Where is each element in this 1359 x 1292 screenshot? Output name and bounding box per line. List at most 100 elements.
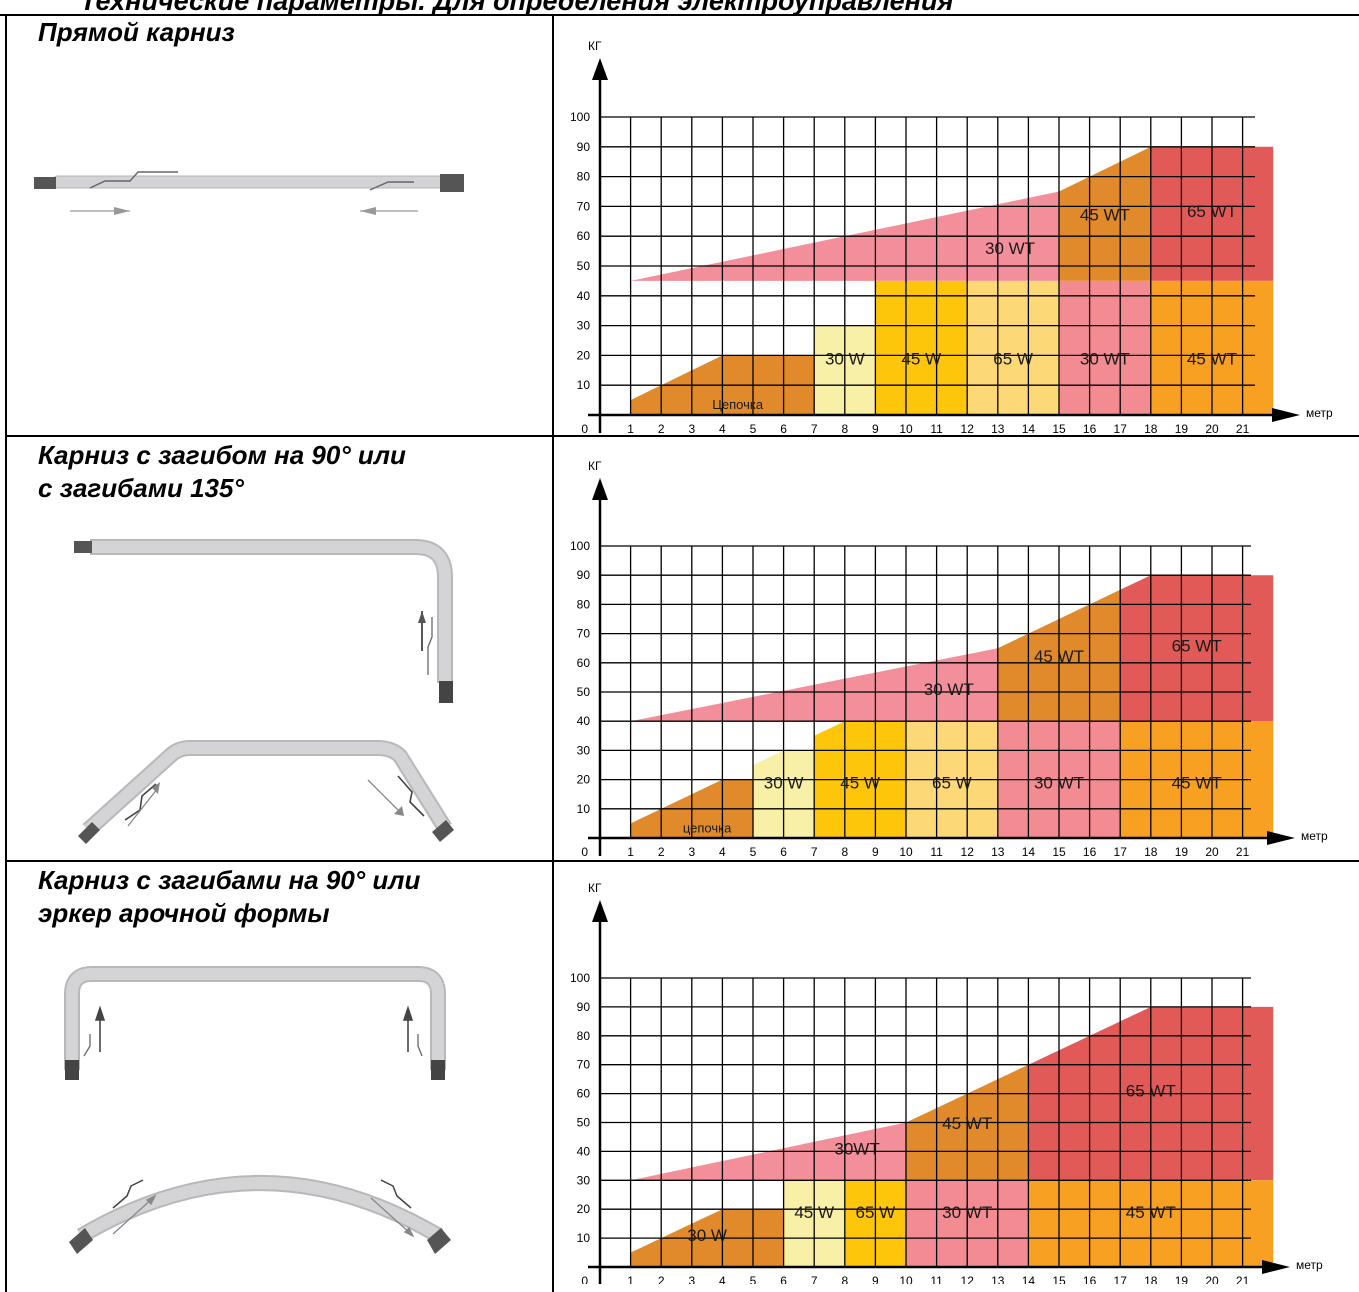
chart-x-tick-label: 9	[872, 1274, 879, 1284]
chart-bent-rod-90-135: 10 20 30 40 50 60 70 80 90 100 0 1 2 3 4 5 6 7 8 9 10 11 12 13 1…	[555, 440, 1359, 860]
chart-y-tick-label: 80	[577, 597, 591, 611]
chart-y-axis-arrow	[592, 900, 608, 922]
chart-zone-label: 30 WT	[942, 1203, 992, 1222]
row-heading-bent-90-bay: Карниз с загибами на 90° или эркер арочн…	[38, 865, 421, 928]
chart-y-tick-label: 30	[577, 1173, 591, 1187]
chart-x-tick-label: 16	[1083, 1274, 1097, 1284]
chart-zone-label: 65 W	[993, 349, 1033, 368]
chart-x-tick-label: 6	[780, 422, 787, 435]
chart-x-tick-label: 2	[658, 845, 665, 859]
chart-y-tick-label: 30	[577, 319, 591, 333]
chart-y-label: КГ	[588, 39, 602, 53]
chart-zone-label: 30 WT	[985, 239, 1035, 258]
chart-y-tick-label: 20	[577, 1202, 591, 1216]
chart-x-tick-label: 7	[811, 422, 818, 435]
chart-x-tick-label: 3	[688, 1274, 695, 1284]
chart-x-tick-label: 21	[1236, 422, 1250, 435]
table-row-divider-1	[5, 435, 1359, 437]
chart-x-tick-label: 20	[1205, 1274, 1219, 1284]
chart-y-tick-label: 100	[570, 539, 590, 553]
chart-x-axis-arrow	[1272, 408, 1300, 422]
chart-x-tick-label: 4	[719, 845, 726, 859]
chart-x-tick-label: 1	[627, 422, 634, 435]
chart-y-tick-label: 70	[577, 627, 591, 641]
chart-y-tick-label: 40	[577, 714, 591, 728]
chart-x-label: метр	[1296, 1258, 1323, 1272]
chart-y-tick-label: 30	[577, 743, 591, 757]
chart-y-tick-label: 20	[577, 348, 591, 362]
chart-y-tick-label: 90	[577, 140, 591, 154]
chart-x-tick-label: 10	[899, 845, 913, 859]
chart-x-tick-label: 17	[1114, 845, 1128, 859]
chart-x-tick-label: 1	[627, 1274, 634, 1284]
chart-x-tick-label: 13	[991, 422, 1005, 435]
chart-x-tick-label: 21	[1236, 845, 1250, 859]
chart-x-tick-label: 16	[1083, 422, 1097, 435]
chart-x-tick-label: 4	[719, 1274, 726, 1284]
chart-y-tick-label: 60	[577, 1087, 591, 1101]
chart-x-tick-label: 8	[841, 422, 848, 435]
chart-x-tick-label: 18	[1144, 845, 1158, 859]
chart-x-tick-label: 3	[688, 422, 695, 435]
chart-x-tick-label: 6	[780, 845, 787, 859]
chart-x-tick-label: 11	[930, 422, 943, 435]
chart-y-tick-label: 50	[577, 259, 591, 273]
row-heading-bent-90-135: Карниз с загибом на 90° или с загибами 1…	[38, 440, 406, 503]
chart-y-label: КГ	[588, 459, 602, 473]
chart-zone-label: 30 WT	[924, 680, 974, 699]
chart-zone-label: 45 W	[840, 774, 880, 793]
chart-y-tick-label: 40	[577, 1144, 591, 1158]
chart-zone-label: 30 WT	[1034, 774, 1084, 793]
chart-x-tick-label: 5	[750, 1274, 757, 1284]
chart-zone-label: 45 WT	[1172, 774, 1222, 793]
chart-x-tick-label: 5	[750, 845, 757, 859]
chart-y-tick-label: 100	[570, 971, 590, 985]
chart-x-axis-arrow	[1262, 1260, 1290, 1274]
chart-y-tick-label: 40	[577, 289, 591, 303]
chart-x-tick-label: 19	[1175, 1274, 1189, 1284]
chart-zone-label: 30 W	[687, 1226, 727, 1245]
chart-origin-label: 0	[581, 422, 588, 435]
chart-bent-rod-90-bay: 10 20 30 40 50 60 70 80 90 100 0 1 2 3 4 5 6 7 8 9 10 11 12 13 1…	[555, 864, 1359, 1284]
chart-zone	[1059, 280, 1151, 415]
chart-y-tick-label: 20	[577, 773, 591, 787]
chart-x-tick-label: 20	[1205, 845, 1219, 859]
chart-y-axis-arrow	[592, 478, 608, 500]
bent-rod-90-icon	[74, 539, 453, 703]
chart-zone-label: 45 WT	[1187, 349, 1237, 368]
chart-x-tick-label: 13	[991, 845, 1005, 859]
chart-x-tick-label: 19	[1175, 845, 1189, 859]
chart-x-label: метр	[1301, 829, 1328, 843]
chart-x-tick-label: 2	[658, 422, 665, 435]
chart-x-tick-label: 10	[899, 422, 913, 435]
chart-zone-label: 65 W	[856, 1203, 896, 1222]
chart-x-tick-label: 14	[1022, 845, 1036, 859]
chart-zone	[875, 280, 968, 415]
chart-zone-label: 45 WT	[1080, 206, 1130, 225]
straight-rod-icon	[34, 171, 464, 215]
table-border-top	[0, 14, 1359, 16]
chart-y-label: КГ	[588, 881, 602, 895]
chart-x-tick-label: 18	[1144, 1274, 1158, 1284]
chart-x-tick-label: 10	[899, 1274, 913, 1284]
table-column-divider	[552, 14, 554, 1292]
chart-x-tick-label: 2	[658, 1274, 665, 1284]
chart-y-tick-label: 70	[577, 199, 591, 213]
chart-zone-label: 30 W	[825, 349, 865, 368]
chart-x-tick-label: 3	[688, 845, 695, 859]
chart-y-tick-label: 10	[577, 1231, 591, 1245]
chart-x-tick-label: 7	[811, 1274, 818, 1284]
chart-x-tick-label: 11	[930, 845, 943, 859]
chart-zone-upper	[1120, 575, 1274, 722]
page-title: Технические параметры. Для определения э…	[80, 0, 954, 16]
chart-origin-label: 0	[581, 1274, 588, 1284]
chart-x-tick-label: 20	[1205, 422, 1219, 435]
chart-x-tick-label: 12	[961, 1274, 975, 1284]
chart-zone	[967, 280, 1059, 415]
chart-x-tick-label: 12	[961, 422, 975, 435]
bent-rod-bay-icon	[64, 966, 446, 1080]
chart-x-tick-label: 6	[780, 1274, 787, 1284]
chart-zone-label: 30WT	[834, 1140, 879, 1159]
chart-y-tick-label: 60	[577, 229, 591, 243]
chart-y-tick-label: 60	[577, 656, 591, 670]
